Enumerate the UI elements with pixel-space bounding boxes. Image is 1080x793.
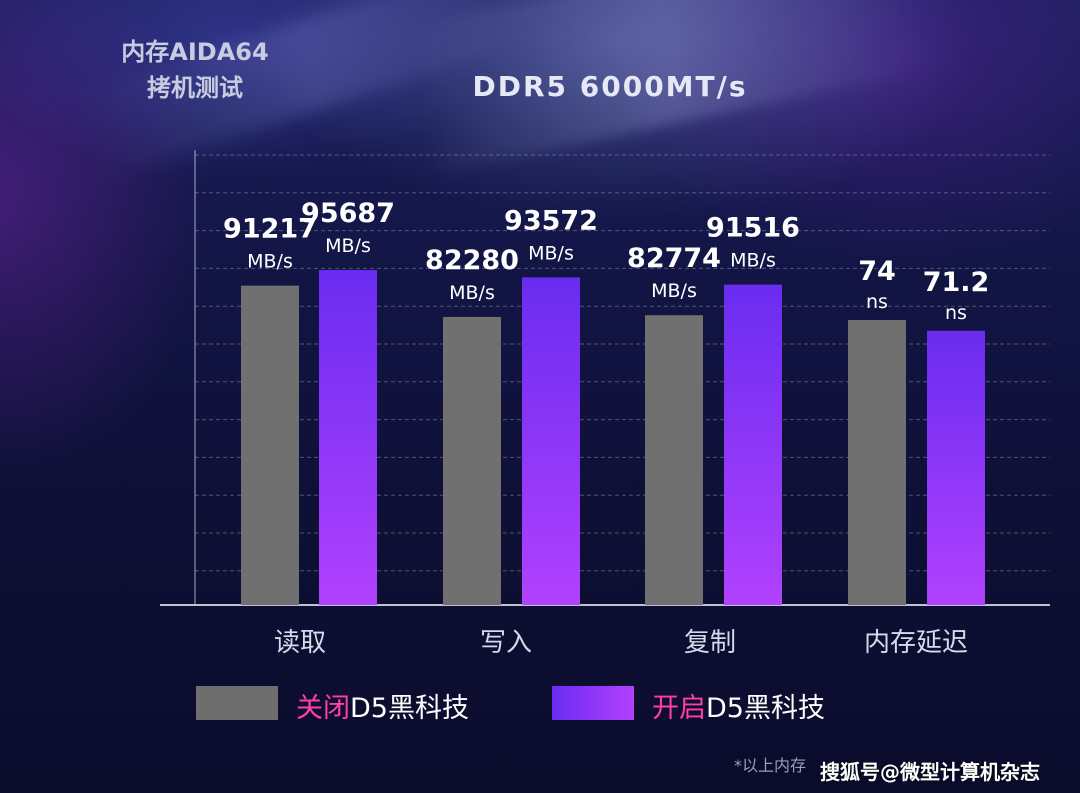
bar-off: [241, 285, 299, 605]
x-tick-label: 复制: [684, 628, 736, 658]
data-label-value: 82280: [425, 245, 519, 276]
legend-label-off-prefix: 关闭: [296, 693, 350, 724]
bar-on: [522, 277, 580, 605]
data-label-unit: ns: [866, 291, 888, 313]
legend-label-on: 开启D5黑科技: [652, 686, 825, 725]
bar-off: [443, 316, 501, 605]
test-label-line-2: 拷机测试: [147, 74, 243, 102]
legend-label-off: 关闭D5黑科技: [296, 686, 469, 725]
bar-on: [927, 330, 985, 605]
data-label-unit: ns: [945, 302, 967, 324]
data-label-unit: MB/s: [449, 282, 495, 304]
x-tick-label: 读取: [274, 628, 326, 658]
data-label-unit: MB/s: [730, 250, 776, 272]
legend-label-off-suffix: D5黑科技: [350, 693, 469, 724]
data-label-unit: MB/s: [528, 242, 574, 264]
legend-label-on-prefix: 开启: [652, 693, 706, 724]
data-label-value: 91516: [706, 213, 800, 244]
data-label-value: 91217: [223, 214, 317, 245]
bar-on: [724, 284, 782, 605]
data-label-unit: MB/s: [325, 235, 371, 257]
bar-on: [319, 270, 377, 605]
x-tick-label: 写入: [480, 628, 532, 658]
data-label-unit: MB/s: [247, 251, 293, 273]
data-label-value: 95687: [301, 198, 395, 229]
legend-swatch-off: [196, 686, 278, 720]
data-label-value: 74: [858, 256, 896, 287]
data-label-value: 71.2: [923, 267, 990, 298]
x-tick-label: 内存延迟: [864, 628, 968, 658]
watermark: 搜狐号@微型计算机杂志: [820, 760, 1040, 784]
data-label-value: 82774: [627, 243, 721, 274]
bar-off: [848, 320, 906, 605]
test-label-line-1: 内存AIDA64: [121, 38, 269, 66]
legend-swatch-on: [552, 686, 634, 720]
chart-title: DDR5 6000MT/s: [472, 70, 748, 103]
legend-label-on-suffix: D5黑科技: [706, 693, 825, 724]
bar-off: [645, 315, 703, 605]
footnote: *以上内存: [734, 756, 807, 775]
data-label-value: 93572: [504, 205, 598, 236]
data-label-unit: MB/s: [651, 280, 697, 302]
